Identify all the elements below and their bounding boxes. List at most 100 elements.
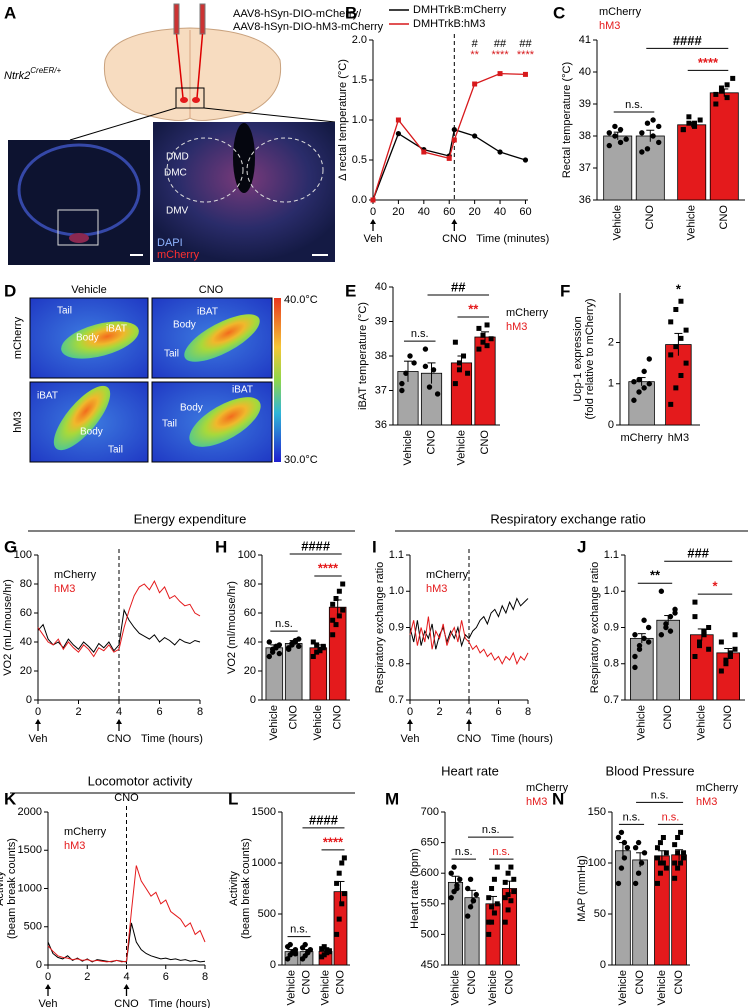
x-tick-label: Vehicle bbox=[656, 970, 668, 1005]
y-tick-label: 1.0 bbox=[352, 114, 367, 126]
y-tick-label: 2000 bbox=[18, 806, 42, 818]
data-point bbox=[654, 855, 660, 861]
x-tick-label: Vehicle bbox=[285, 970, 297, 1005]
data-point bbox=[302, 941, 308, 948]
y-tick-label: 2 bbox=[608, 336, 614, 348]
third-ventricle bbox=[233, 123, 255, 193]
data-point bbox=[681, 850, 687, 856]
x-tick-label: 4 bbox=[116, 706, 122, 718]
data-point bbox=[632, 845, 639, 851]
data-point bbox=[678, 860, 684, 866]
event-arrowhead bbox=[370, 219, 376, 224]
data-point bbox=[465, 885, 471, 892]
thermal-label: Tail bbox=[57, 306, 72, 317]
data-point bbox=[330, 601, 336, 607]
genotype-gene: Ntrk2 bbox=[4, 70, 30, 82]
bracket-label: n.s. bbox=[455, 846, 473, 858]
panel-letter: D bbox=[4, 281, 16, 300]
y-axis-label: Ucp-1 expression bbox=[572, 316, 584, 402]
event-label: Veh bbox=[401, 733, 420, 745]
panel-letter: E bbox=[345, 281, 356, 300]
data-point bbox=[489, 904, 495, 910]
bracket-label: #### bbox=[673, 33, 703, 48]
color-scale bbox=[274, 298, 281, 462]
data-point bbox=[314, 649, 320, 655]
data-point bbox=[636, 376, 642, 383]
data-point bbox=[451, 127, 457, 133]
data-point bbox=[718, 88, 724, 94]
y-tick-label: 39 bbox=[579, 98, 591, 110]
data-point bbox=[452, 339, 458, 345]
data-point bbox=[473, 891, 479, 898]
y-tick-label: 0 bbox=[600, 959, 606, 971]
y-tick-label: 60 bbox=[244, 607, 256, 619]
series-line bbox=[409, 616, 529, 666]
data-point bbox=[645, 639, 652, 645]
data-point bbox=[430, 367, 437, 373]
data-point bbox=[330, 632, 336, 638]
event-label: Veh bbox=[364, 233, 383, 245]
data-point bbox=[421, 149, 427, 155]
thermal-label: iBAT bbox=[232, 385, 253, 396]
zoom-line bbox=[203, 107, 336, 123]
x-tick-label: hM3 bbox=[668, 432, 689, 444]
bracket-label: n.s. bbox=[290, 924, 308, 936]
data-point bbox=[701, 628, 707, 634]
scale-label: 40.0°C bbox=[284, 294, 318, 306]
data-point bbox=[491, 910, 497, 916]
syringe bbox=[173, 3, 180, 35]
event-label: Veh bbox=[39, 998, 58, 1008]
data-point bbox=[486, 919, 492, 925]
data-point bbox=[448, 870, 454, 876]
data-point bbox=[645, 624, 652, 631]
needle bbox=[196, 33, 204, 99]
x-tick-label: 0 bbox=[45, 971, 51, 983]
data-point bbox=[632, 880, 639, 887]
thermal-label: iBAT bbox=[106, 324, 127, 335]
data-point bbox=[321, 952, 327, 958]
genotype: Ntrk2CreER/+ bbox=[4, 66, 62, 82]
data-point bbox=[451, 864, 457, 870]
x-tick-label: 60 bbox=[519, 206, 531, 218]
data-point bbox=[467, 904, 474, 910]
event-arrowhead bbox=[123, 984, 130, 989]
y-tick-label: 40 bbox=[579, 66, 591, 78]
y-tick-label: 1500 bbox=[252, 806, 276, 818]
data-point bbox=[314, 642, 320, 648]
data-point bbox=[292, 951, 299, 957]
bar bbox=[628, 381, 655, 426]
series-line bbox=[37, 608, 201, 653]
series-line bbox=[37, 579, 201, 658]
bracket-label: #### bbox=[301, 538, 331, 553]
data-point bbox=[641, 385, 647, 391]
event-arrowhead bbox=[407, 719, 413, 724]
panel-l: L 0 500 1000 1500 Activity (beam break counts)… bbox=[228, 789, 350, 1005]
data-point bbox=[403, 370, 409, 376]
data-point bbox=[663, 865, 669, 871]
x-tick-label: 8 bbox=[197, 706, 203, 718]
thermal-label: Tail bbox=[162, 419, 177, 430]
data-point bbox=[411, 360, 417, 366]
bracket-label: n.s. bbox=[492, 846, 510, 858]
data-point bbox=[334, 880, 340, 886]
region-label: DMD bbox=[166, 152, 189, 163]
data-point bbox=[650, 117, 656, 123]
data-point bbox=[657, 860, 663, 866]
data-point bbox=[612, 123, 618, 130]
data-point bbox=[632, 653, 638, 660]
x-tick-label: Vehicle bbox=[268, 705, 280, 740]
stat-label: **** bbox=[491, 49, 509, 61]
data-point bbox=[320, 645, 326, 651]
data-point bbox=[621, 839, 628, 846]
data-point bbox=[686, 114, 692, 120]
y-tick-label: 41 bbox=[579, 34, 591, 46]
data-point bbox=[456, 367, 462, 373]
data-point bbox=[452, 381, 458, 387]
panel-a: A AAV8-hSyn-DIO-mCherry/ AAV8-hSyn-DIO-h… bbox=[4, 3, 384, 265]
panel-h: H 0 20 40 60 80 100 VO2 (ml/mouse/hr) Vehicle CNO… bbox=[215, 537, 350, 740]
x-tick-label: 2 bbox=[436, 706, 442, 718]
data-point bbox=[675, 850, 681, 856]
bar bbox=[665, 344, 692, 426]
y-tick-label: 0 bbox=[26, 694, 32, 706]
